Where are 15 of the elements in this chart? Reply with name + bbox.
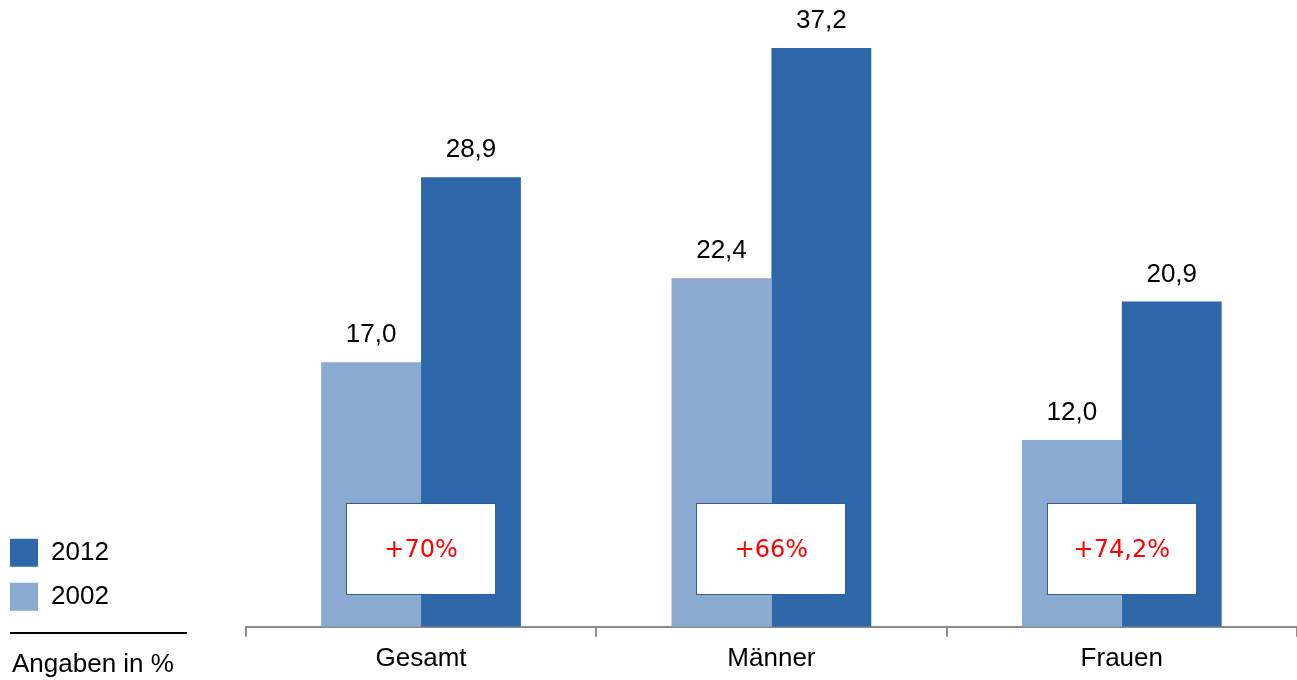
data-label: 22,4: [696, 234, 747, 265]
x-tick-label: Frauen: [1080, 641, 1163, 672]
data-label: 28,9: [445, 133, 497, 164]
x-tick-label: Gesamt: [375, 641, 468, 672]
annotation: +66%: [734, 535, 809, 563]
legend-label: 2012: [51, 535, 109, 566]
legend-label: 2002: [51, 579, 109, 610]
data-label: 12,0: [1046, 396, 1098, 427]
data-label: 20,9: [1146, 257, 1198, 288]
annotation: +74,2%: [1073, 535, 1170, 563]
data-label: 37,2: [796, 4, 847, 35]
annotation: +70%: [384, 535, 458, 563]
x-tick-label: Männer: [727, 641, 816, 672]
text: Angaben in %: [12, 648, 174, 679]
data-label: 17,0: [345, 318, 397, 349]
